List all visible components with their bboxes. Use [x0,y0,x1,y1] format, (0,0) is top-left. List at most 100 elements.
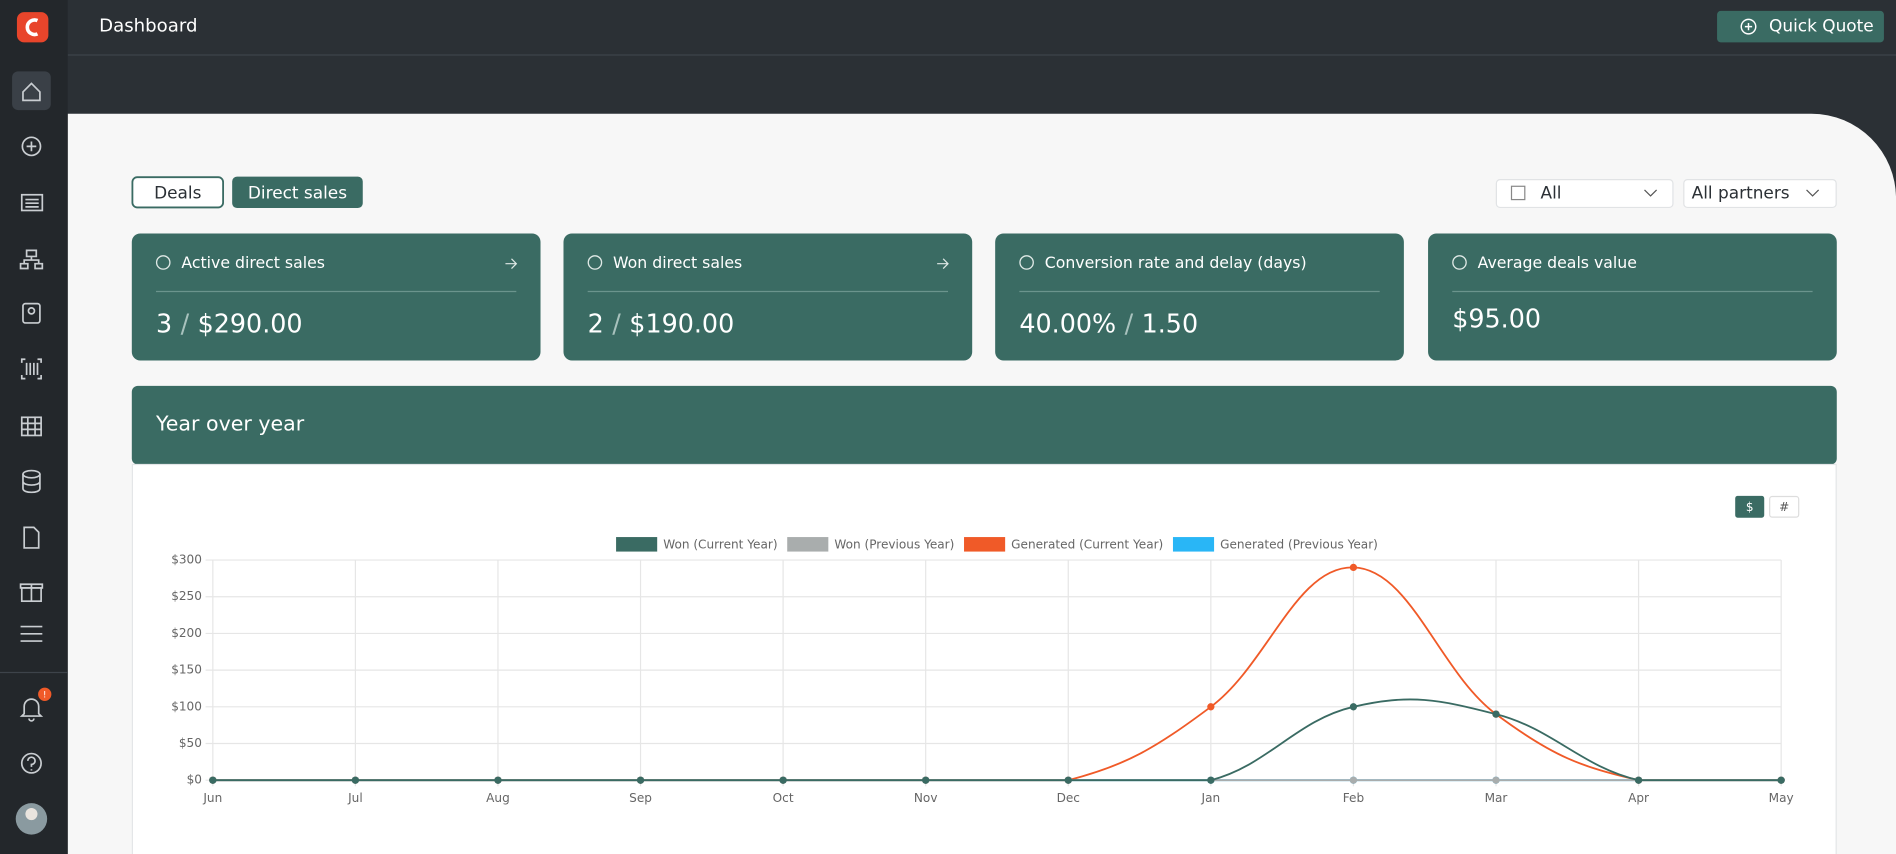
tab-label: Deals [154,183,201,203]
quick-quote-label: Quick Quote [1769,16,1874,36]
data-point [1349,703,1358,711]
toggle-label: # [1779,500,1789,514]
x-tick-label: Mar [1485,791,1508,805]
x-tick-label: Oct [773,791,794,805]
card-title: Average deals value [1478,253,1637,272]
card-title: Conversion rate and delay (days) [1045,253,1307,272]
legend-label: Generated (Current Year) [1011,537,1163,551]
card-value: 40.00% / 1.50 [1019,308,1198,338]
data-point [922,776,930,784]
nav-bell[interactable] [19,698,44,722]
value-part: 2 [588,308,604,338]
card-icon [587,255,603,270]
quick-quote-button[interactable] [1717,10,1884,43]
card-icon [155,255,171,270]
data-point [1492,710,1500,718]
x-tick-label: Feb [1343,791,1364,805]
y-tick-label: $250 [171,589,202,603]
partner-filter-value: All partners [1692,183,1790,203]
card-value: 3 / $290.00 [156,308,303,338]
tab-label: Direct sales [248,183,347,203]
nav-help[interactable] [20,752,42,774]
data-point [1492,776,1500,784]
x-tick-label: May [1769,791,1794,805]
value-part: 40.00% [1019,308,1116,338]
nav-calendar[interactable] [20,416,42,437]
value-part: $290.00 [198,308,303,338]
data-point [1207,776,1215,784]
x-tick-label: Jan [1201,791,1221,805]
kpi-card[interactable] [131,233,541,361]
kpi-card[interactable] [563,233,973,361]
legend-swatch [964,537,1006,552]
kpi-card[interactable] [995,233,1404,361]
data-point [494,776,502,784]
card-arrow [937,258,949,269]
page-title: Dashboard [99,16,197,37]
chevron [1806,189,1820,197]
nav-list[interactable] [20,193,44,212]
legend-label: Won (Current Year) [663,537,777,551]
legend-label: Generated (Previous Year) [1220,537,1378,551]
card-icon [1019,255,1034,270]
period-filter[interactable] [1495,179,1674,209]
chevron [1644,189,1658,197]
legend-swatch [616,537,658,552]
card-value: $95.00 [1452,304,1541,334]
y-tick-label: $150 [171,663,202,677]
tab[interactable] [131,176,225,209]
x-tick-label: Jul [347,791,363,805]
x-tick-label: Aug [486,791,510,805]
x-tick-label: Apr [1628,791,1649,805]
period-filter-value: All [1541,183,1562,203]
nav-icons [19,82,44,774]
value-part: 1.50 [1142,308,1198,338]
nav-active [12,71,51,111]
nav-contacts[interactable] [22,302,41,324]
legend: Won (Current Year) Won (Previous Year) Gen… [616,537,1378,552]
toggle-label: $ [1746,500,1754,514]
x-tick-label: Sep [629,791,652,805]
panel-title: Year over year [155,412,305,436]
nav-doc[interactable] [23,526,40,549]
legend-swatch [787,537,829,552]
y-tick-label: $200 [171,626,202,640]
kpi-card[interactable] [1428,233,1837,361]
nav-database[interactable] [22,469,41,479]
toggle[interactable] [1769,495,1800,518]
nav-home[interactable] [22,82,41,102]
legend-label: Won (Previous Year) [834,537,954,551]
y-tick-label: $100 [171,699,202,713]
chart: $0 $50 $100 $150 $200 $250 $300 Jun Jul Aug Sep Oct… [171,537,1794,805]
logo-mark [25,18,39,37]
nav-org[interactable] [19,249,44,270]
nav-add[interactable] [21,136,42,157]
calendar-icon [1510,185,1526,201]
y-tick-label: $300 [171,553,202,567]
plus-icon [1740,18,1757,35]
card-arrow [505,258,518,269]
toggle-active[interactable] [1735,495,1765,518]
nav-menu[interactable] [20,625,43,642]
logo[interactable] [16,12,49,43]
card-title: Active direct sales [181,253,325,272]
avatar-face [25,808,38,821]
nav-scan[interactable] [20,358,42,380]
data-point [1349,563,1358,572]
y-tick-label: $50 [179,736,202,750]
kpi-cards: Active direct sales 3 / $290.00 Won direct s… [131,233,1837,361]
panel-header [131,385,1837,465]
data-point [1207,703,1215,711]
data-point [351,776,360,784]
sidebar [0,0,68,854]
value-separator: / [1125,308,1134,338]
data-point [779,776,787,784]
value-separator: / [612,308,621,338]
tab-active[interactable] [232,176,363,209]
series-line [212,698,1782,782]
data-point [209,776,217,784]
partner-filter[interactable] [1683,179,1837,209]
